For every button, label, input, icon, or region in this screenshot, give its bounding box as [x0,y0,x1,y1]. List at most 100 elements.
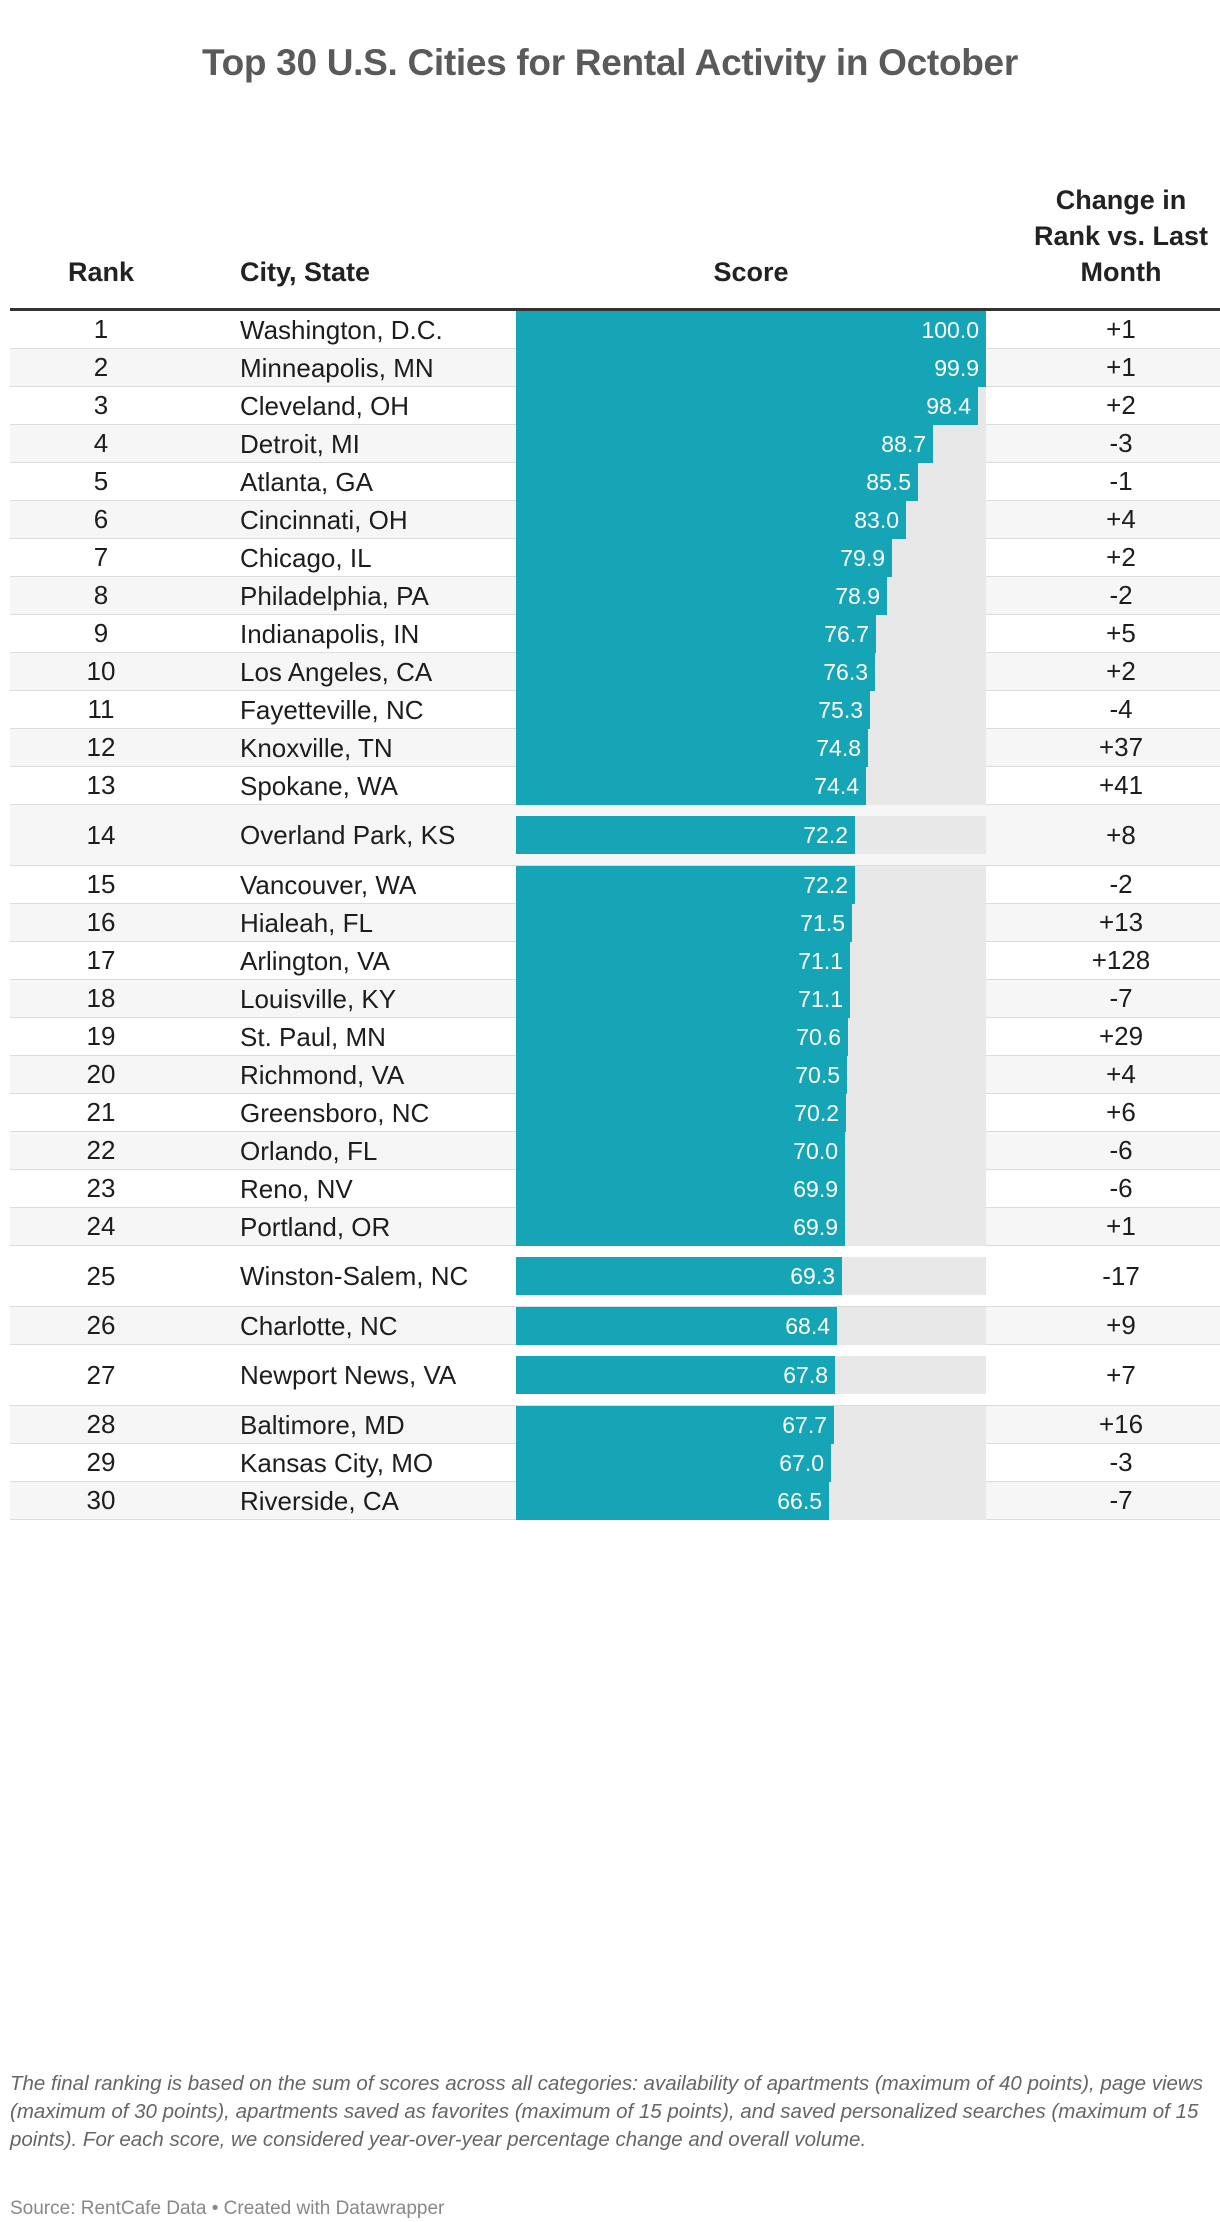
city-cell: Reno, NV [240,1173,353,1204]
score-label: 69.9 [793,1175,838,1202]
score-bar: 88.7 [516,424,933,463]
table-row: 19 St. Paul, MN 70.6 +29 [10,1017,1220,1056]
rank-change-cell: -17 [1102,1260,1140,1291]
score-bar: 76.3 [516,652,875,691]
score-bar: 71.5 [516,903,852,942]
city-cell: Hialeah, FL [240,907,373,938]
rank-cell: 14 [86,819,116,850]
score-track: 71.1 [516,941,986,980]
score-bar: 68.4 [516,1306,837,1345]
table-row: 2 Minneapolis, MN 99.9 +1 [10,348,1220,387]
score-bar: 66.5 [516,1481,829,1520]
rank-cell: 12 [86,732,116,762]
city-cell: Vancouver, WA [240,869,417,900]
header-rank[interactable]: Rank [67,257,135,287]
header-city-state[interactable]: City, State [240,257,371,287]
score-label: 72.2 [803,871,848,898]
city-cell: Washington, D.C. [240,314,443,345]
score-label: 67.0 [779,1449,824,1476]
score-label: 67.8 [783,1362,828,1388]
rank-cell: 7 [93,542,109,572]
score-label: 74.8 [816,734,861,761]
rank-change-cell: -4 [1109,694,1133,724]
footnote: The final ranking is based on the sum of… [10,2072,1203,2151]
score-bar: 71.1 [516,941,850,980]
city-cell: Greensboro, NC [240,1097,430,1128]
rank-cell: 6 [93,504,109,534]
city-cell: Indianapolis, IN [240,618,420,649]
score-bar: 85.5 [516,462,918,501]
rank-cell: 25 [86,1260,116,1291]
rank-cell: 4 [93,428,109,458]
table-row: 14 Overland Park, KS 72.2 +8 [10,805,1220,866]
rank-change-cell: +4 [1106,1059,1136,1089]
table-row: 15 Vancouver, WA 72.2 -2 [10,865,1220,904]
rank-change-cell: -2 [1109,580,1133,610]
table-row: 24 Portland, OR 69.9 +1 [10,1207,1220,1246]
city-cell: Philadelphia, PA [240,580,429,611]
score-label: 69.9 [793,1213,838,1240]
score-track: 70.5 [516,1055,986,1094]
table-row: 26 Charlotte, NC 68.4 +9 [10,1306,1220,1345]
table-row: 27 Newport News, VA 67.8 +7 [10,1345,1220,1406]
city-cell: Winston-Salem, NC [240,1261,469,1291]
score-track: 69.9 [516,1207,986,1246]
score-bar: 99.9 [516,348,986,387]
city-cell: Charlotte, NC [240,1310,398,1341]
score-bar: 74.8 [516,728,868,767]
rank-cell: 17 [86,945,116,975]
table-row: 25 Winston-Salem, NC 69.3 -17 [10,1246,1220,1307]
score-track: 67.0 [516,1443,986,1482]
city-cell: Spokane, WA [240,770,399,801]
rank-cell: 16 [86,907,116,937]
city-cell: Knoxville, TN [240,732,393,763]
score-label: 85.5 [866,468,911,495]
score-bar: 79.9 [516,538,892,577]
rank-change-cell: -3 [1109,428,1133,458]
rank-change-cell: +37 [1098,732,1144,762]
rank-change-cell: +8 [1106,819,1136,850]
score-track: 70.0 [516,1131,986,1170]
score-track: 66.5 [516,1481,986,1520]
rank-change-cell: +1 [1106,1211,1136,1241]
rank-change-cell: +5 [1106,618,1136,648]
city-cell: Detroit, MI [240,428,360,459]
table-row: 16 Hialeah, FL 71.5 +13 [10,903,1220,942]
score-track: 74.8 [516,728,986,767]
rank-change-cell: -6 [1109,1135,1133,1165]
rank-cell: 29 [86,1447,116,1477]
score-label: 88.7 [881,430,926,457]
table-row: 3 Cleveland, OH 98.4 +2 [10,386,1220,425]
score-label: 83.0 [854,506,899,533]
score-track: 72.2 [516,865,986,904]
score-label: 74.4 [814,772,859,799]
score-bar: 70.2 [516,1093,846,1132]
table-row: 6 Cincinnati, OH 83.0 +4 [10,500,1220,539]
rank-cell: 3 [93,390,109,420]
rank-change-cell: +41 [1098,770,1144,800]
score-label: 72.2 [803,822,848,848]
city-cell: Chicago, IL [240,542,372,573]
score-track: 76.7 [516,614,986,653]
score-bar: 72.2 [516,816,855,854]
table-row: 12 Knoxville, TN 74.8 +37 [10,728,1220,767]
header-score[interactable]: Score [713,257,789,287]
score-bar: 69.3 [516,1257,842,1295]
table-row: 29 Kansas City, MO 67.0 -3 [10,1443,1220,1482]
table-body: 1 Washington, D.C. 100.0 +1 2 Minneapolis, MN… [10,310,1220,1520]
score-track: 98.4 [516,386,986,425]
score-label: 71.5 [800,909,845,936]
table-row: 9 Indianapolis, IN 76.7 +5 [10,614,1220,653]
city-cell: Fayetteville, NC [240,694,424,725]
table-row: 17 Arlington, VA 71.1 +128 [10,941,1220,980]
rank-change-cell: -2 [1109,869,1133,899]
header-change-in-rank[interactable]: Change in Rank vs. Last Month [1033,185,1209,287]
rank-cell: 13 [86,770,116,800]
score-label: 99.9 [934,354,979,381]
score-bar: 83.0 [516,500,906,539]
city-cell: Richmond, VA [240,1059,405,1090]
score-bar: 71.1 [516,979,850,1018]
score-label: 100.0 [921,316,979,343]
rank-cell: 8 [93,580,109,610]
